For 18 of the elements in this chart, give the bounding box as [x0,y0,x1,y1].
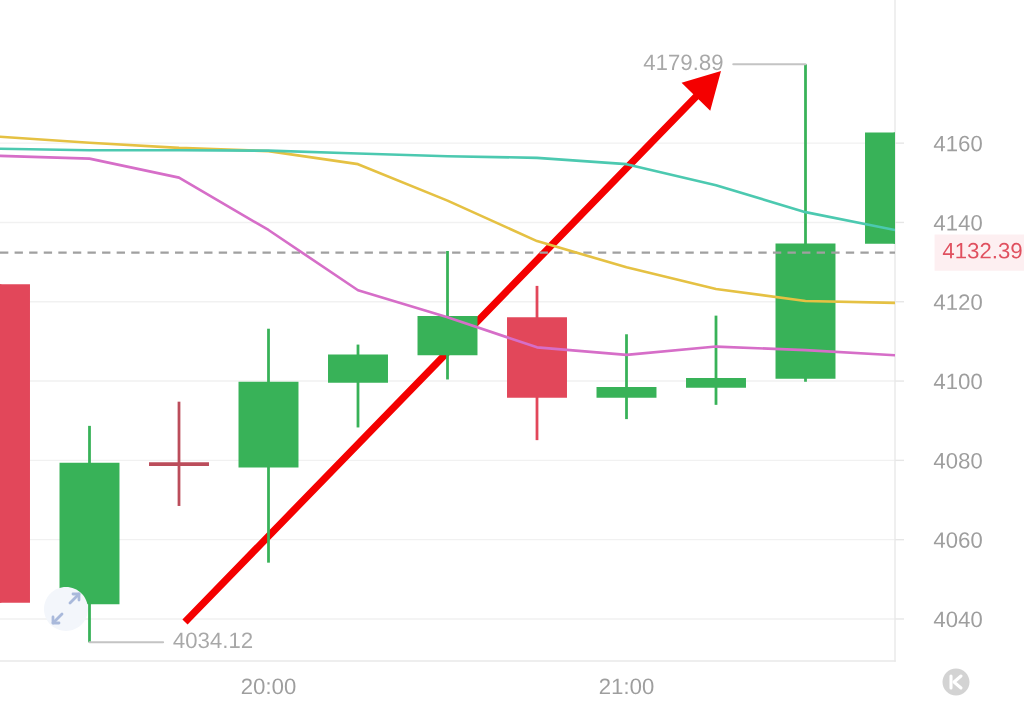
x-tick-label: 21:00 [599,678,654,695]
y-tick-label: 4120 [933,294,982,311]
line-series [0,154,895,357]
y-tick-label: 4080 [933,452,982,469]
line-series [0,135,895,305]
y-tick-label: 4100 [933,373,982,390]
annotation: 4179.89 [643,54,723,71]
candlestick [686,314,746,407]
line-series [0,147,895,232]
y-tick-label: 4040 [933,611,982,628]
y-tick-label: 4160 [933,135,982,152]
candlestick [596,332,657,421]
annotation: 4034.12 [173,632,253,649]
x-tick-label: 20:00 [241,678,296,695]
y-tick-label: 4140 [933,214,982,231]
y-tick-label: 4060 [933,532,982,548]
candlestick [149,400,209,508]
ref-line-label: 4132.39 [942,242,1022,259]
